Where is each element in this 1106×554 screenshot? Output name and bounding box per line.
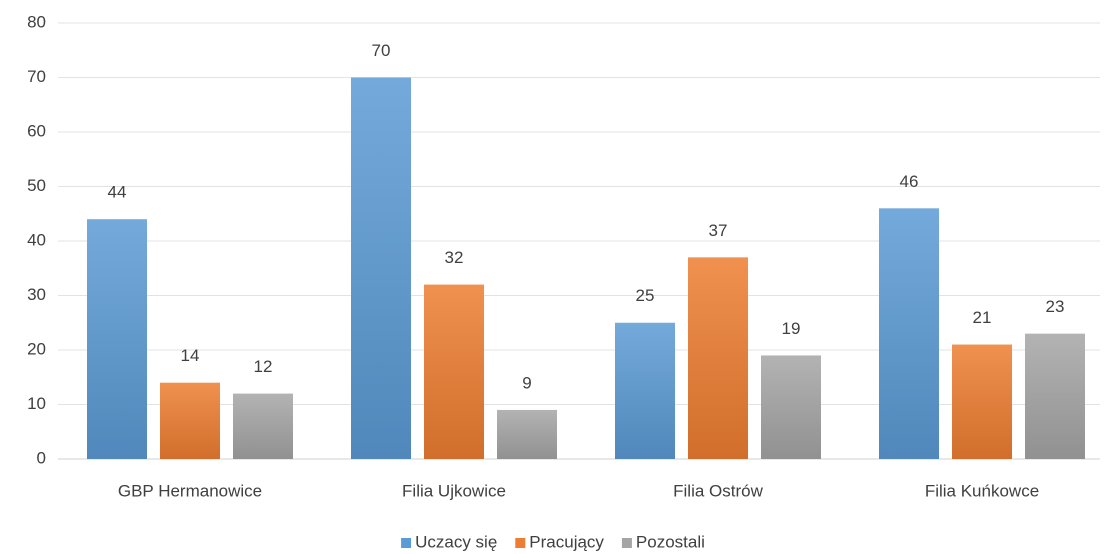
bar <box>233 393 293 459</box>
bar <box>1025 333 1085 459</box>
x-tick-label: Filia Ujkowice <box>402 481 506 500</box>
data-label: 46 <box>900 172 919 191</box>
bar <box>615 322 675 459</box>
data-label: 19 <box>782 319 801 338</box>
bar <box>424 284 484 459</box>
bar <box>160 382 220 459</box>
x-tick-label: Filia Kuńkowce <box>925 481 1039 500</box>
bar <box>688 257 748 459</box>
data-label: 12 <box>254 357 273 376</box>
data-label: 25 <box>636 286 655 305</box>
y-tick-label: 0 <box>37 448 46 467</box>
data-label: 9 <box>522 373 531 392</box>
legend-label: Pozostali <box>636 532 705 551</box>
y-tick-label: 80 <box>27 12 46 31</box>
y-tick-label: 20 <box>27 339 46 358</box>
bar <box>351 77 411 459</box>
y-tick-label: 30 <box>27 285 46 304</box>
y-tick-label: 50 <box>27 176 46 195</box>
y-tick-label: 70 <box>27 67 46 86</box>
data-label: 32 <box>445 248 464 267</box>
data-label: 44 <box>108 183 127 202</box>
bar <box>879 208 939 459</box>
data-label: 14 <box>181 346 200 365</box>
legend-swatch <box>515 538 526 548</box>
data-label: 21 <box>973 308 992 327</box>
bar <box>952 344 1012 459</box>
legend-swatch <box>621 538 632 548</box>
data-label: 70 <box>372 41 391 60</box>
legend-swatch <box>401 538 412 548</box>
bar <box>761 355 821 459</box>
y-tick-label: 40 <box>27 230 46 249</box>
legend-label: Uczacy się <box>415 532 497 551</box>
bar <box>497 409 557 459</box>
bar <box>87 219 147 459</box>
data-label: 37 <box>709 221 728 240</box>
data-label: 23 <box>1046 297 1065 316</box>
x-tick-label: GBP Hermanowice <box>118 481 262 500</box>
y-tick-label: 10 <box>27 394 46 413</box>
x-tick-label: Filia Ostrów <box>673 481 763 500</box>
legend-label: Pracujący <box>529 532 604 551</box>
y-tick-label: 60 <box>27 121 46 140</box>
